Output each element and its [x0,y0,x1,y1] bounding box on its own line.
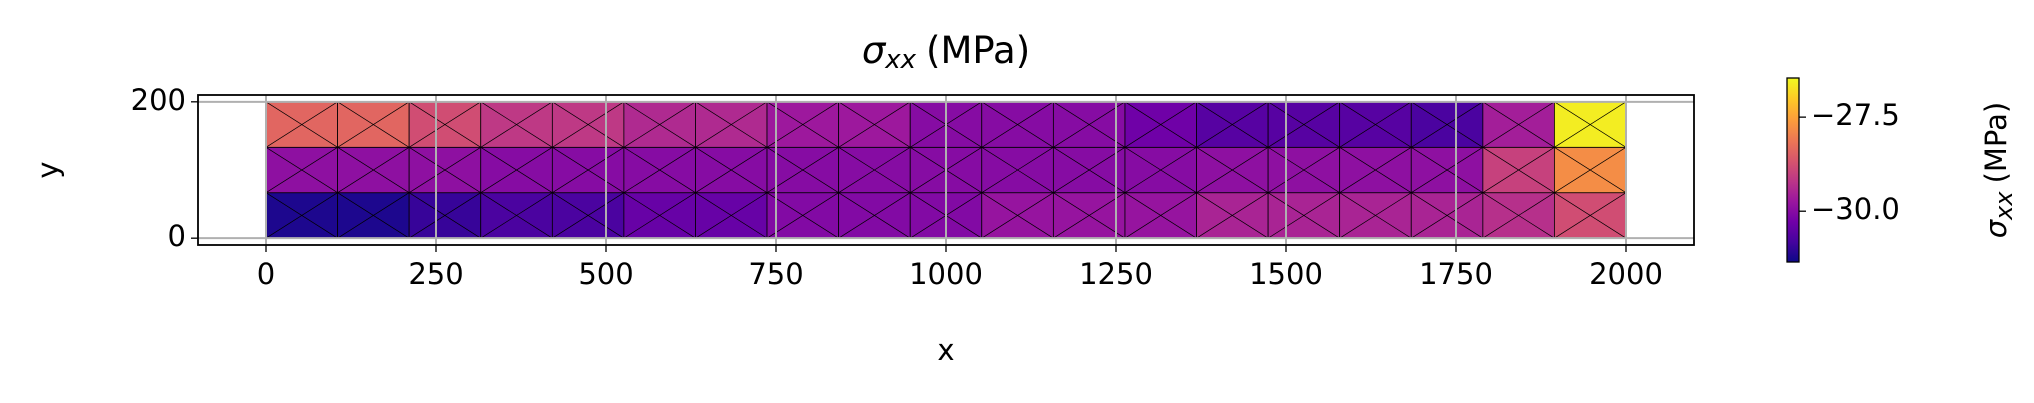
colorbar-tick-label: −30.0 [1811,192,1900,226]
mesh-diagonals [1482,101,1555,148]
mesh-diagonals [1411,192,1484,239]
mesh-diagonals [1124,192,1197,239]
mesh-diagonals [265,192,338,239]
mesh-diagonals [1124,146,1197,194]
mesh-diagonals [480,192,553,239]
mesh-diagonals [552,101,625,148]
x-tick-label: 1750 [1419,257,1493,291]
x-tick-label: 1250 [1079,257,1153,291]
mesh-diagonals [1053,192,1126,239]
mesh-diagonals [766,192,839,239]
mesh-diagonals [695,146,768,194]
mesh-diagonals [1482,192,1555,239]
mesh-diagonals [265,146,338,194]
x-tick-label: 1000 [909,257,983,291]
y-tick-label: 200 [131,83,186,117]
mesh-diagonals [552,192,625,239]
mesh-diagonals [838,146,911,194]
mesh-diagonals [1554,146,1627,194]
mesh-diagonals [766,146,839,194]
title-symbol: σ [862,29,887,72]
mesh-diagonals [1053,101,1126,148]
mesh-diagonals [623,192,696,239]
mesh-diagonals [408,192,481,239]
mesh-diagonals [838,192,911,239]
mesh-diagonals [1411,101,1484,148]
mesh-diagonals [265,101,338,148]
mesh-diagonals [1554,192,1627,239]
mesh-diagonals [838,101,911,148]
x-axis-label: x [937,333,954,367]
x-tick-label: 500 [578,257,633,291]
mesh-diagonals [1411,146,1484,194]
mesh-diagonals [1053,146,1126,194]
title-unit: (MPa) [926,29,1030,72]
x-tick-label: 2000 [1589,257,1663,291]
mesh-diagonals [1482,146,1555,194]
mesh-diagonals [1554,101,1627,148]
mesh-diagonals [1267,146,1340,194]
mesh-diagonals [623,101,696,148]
colorbar-label: σxx (MPa) [1979,102,2018,238]
mesh-diagonals [1196,192,1269,239]
mesh-diagonals [552,146,625,194]
colorbar-label-subscript: xx [1990,191,2018,221]
mesh-diagonals [1339,101,1412,148]
mesh-diagonals [337,146,410,194]
x-tick-label: 0 [257,257,275,291]
colorbar-label-unit: (MPa) [1979,102,2013,184]
mesh-diagonals [766,101,839,148]
mesh-diagonals [623,146,696,194]
x-tick-label: 1500 [1249,257,1323,291]
mesh-diagonals [981,146,1054,194]
mesh-diagonals [1339,192,1412,239]
mesh-diagonals [1267,192,1340,239]
colorbar-label-symbol: σ [1979,218,2013,238]
mesh-diagonals [337,192,410,239]
mesh-diagonals [408,146,481,194]
x-tick-label: 750 [748,257,803,291]
title-subscript: xx [884,45,916,75]
mesh-diagonals [1339,146,1412,194]
mesh-diagonals [1124,101,1197,148]
colorbar-tick-label: −27.5 [1811,98,1900,132]
chart-title: σxx (MPa) [862,29,1030,75]
mesh-diagonals [408,101,481,148]
mesh-diagonals [337,101,410,148]
mesh-diagonals [695,192,768,239]
mesh-diagonals [480,146,553,194]
mesh-diagonals [1196,146,1269,194]
mesh-diagonals [480,101,553,148]
x-tick-label: 250 [408,257,463,291]
mesh-diagonals [1196,101,1269,148]
mesh-diagonals [981,192,1054,239]
plot-frame [197,94,1695,246]
mesh-diagonals [695,101,768,148]
colorbar [1786,77,1800,263]
y-axis-label: y [31,161,65,178]
y-tick-label: 0 [168,219,186,253]
mesh-diagonals [981,101,1054,148]
mesh-diagonals [1267,101,1340,148]
